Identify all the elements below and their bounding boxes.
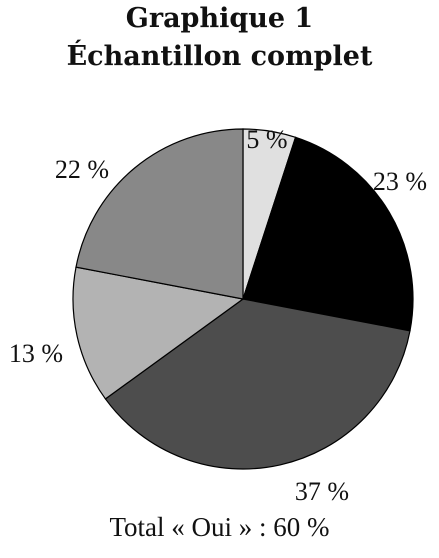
slice-label: 37 % <box>295 477 349 506</box>
pie-slice <box>104 298 411 470</box>
pie-labels: 5 % 23 % 37 % 13 % 22 % <box>9 125 427 506</box>
pie-slice <box>242 136 414 332</box>
pie-slice <box>75 128 244 300</box>
slice-label: 22 % <box>55 155 109 184</box>
slice-label: 5 % <box>246 125 287 154</box>
pie-slices <box>72 128 414 470</box>
chart-title: Graphique 1 <box>125 3 314 34</box>
pie-slice <box>72 266 245 400</box>
chart-subtitle: Échantillon complet <box>66 41 373 72</box>
total-yes-label: Total « Oui » : 60 % <box>109 512 330 542</box>
slice-label: 13 % <box>9 339 63 368</box>
slice-label: 23 % <box>373 167 427 196</box>
